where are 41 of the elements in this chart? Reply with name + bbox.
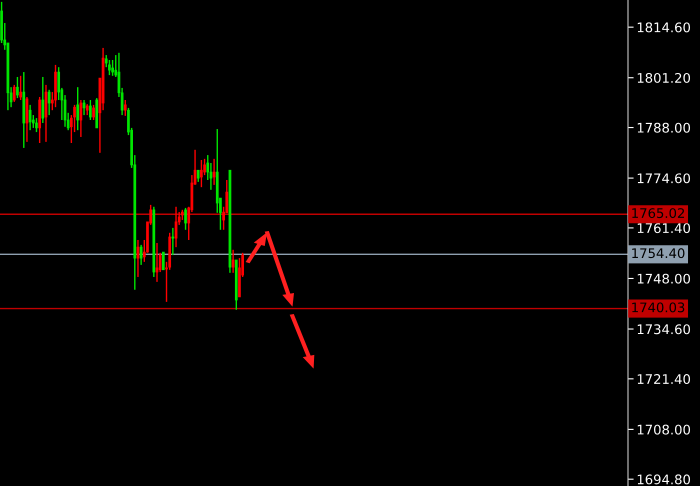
candlestick (76, 86, 80, 131)
y-tick-label: 1734.60 (638, 324, 690, 334)
candlestick (89, 99, 92, 121)
candlestick (184, 207, 187, 230)
y-tick-label: 1721.40 (638, 374, 690, 384)
candlestick (212, 158, 216, 186)
candlestick (136, 239, 140, 278)
candlestick (111, 59, 114, 77)
candlestick (108, 59, 111, 76)
candlestick (200, 159, 203, 188)
candlestick (82, 99, 86, 116)
candlestick (86, 103, 89, 116)
candlestick (174, 206, 178, 248)
candlestick (162, 251, 165, 270)
candlestick (124, 99, 127, 117)
y-tick-label: 1694.80 (638, 474, 690, 484)
y-tick-label: 1748.00 (638, 274, 690, 284)
candlestick (156, 242, 158, 283)
ref-line-label: 1740.03 (632, 302, 684, 312)
ref-line-label: 1754.40 (632, 248, 684, 258)
y-tick-label: 1814.60 (638, 22, 690, 32)
candlestick (12, 84, 16, 103)
candlestick (16, 76, 19, 99)
y-tick-label: 1708.00 (638, 424, 690, 435)
candlestick (171, 227, 174, 256)
candlestick (28, 104, 32, 131)
y-tick-label: 1761.40 (638, 223, 690, 234)
candlestick (92, 104, 95, 121)
candlestick (35, 117, 38, 133)
candlestick (232, 249, 234, 274)
y-tick-label: 1788.00 (638, 122, 690, 133)
candlestick (80, 99, 82, 138)
y-tick-label: 1774.60 (638, 173, 690, 184)
ref-line-label: 1765.02 (632, 208, 684, 218)
candlestick (140, 244, 143, 266)
candlestick (48, 89, 51, 116)
candlestick (41, 76, 44, 124)
candlestick (196, 169, 200, 183)
candlestick (19, 75, 22, 101)
y-tick-label: 1801.20 (638, 72, 690, 83)
candlestick (181, 209, 184, 221)
